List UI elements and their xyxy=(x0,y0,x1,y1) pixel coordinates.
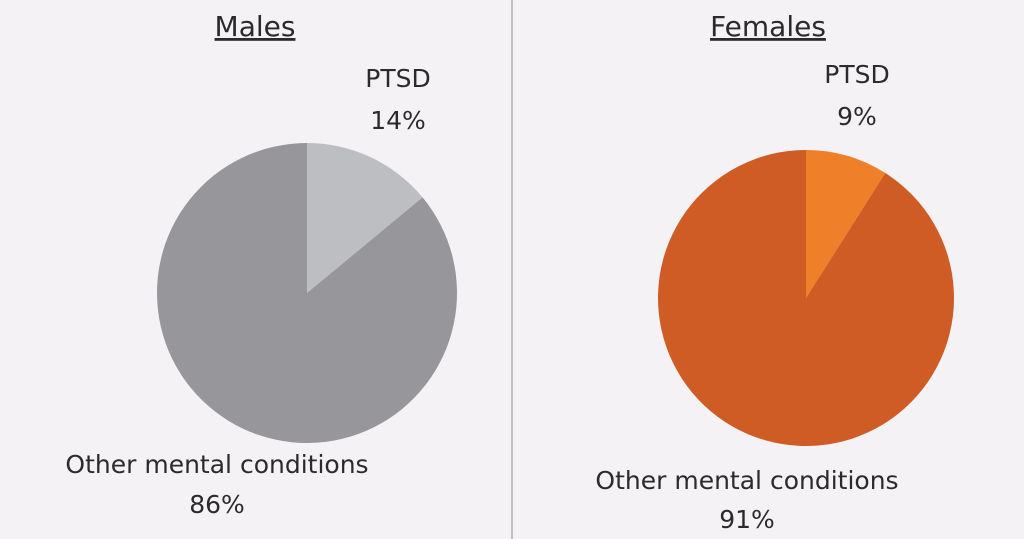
slice-value-label: 9% xyxy=(837,102,877,131)
pie-slice xyxy=(307,143,423,293)
slice-value-label: 14% xyxy=(370,106,426,135)
slice-label: Other mental conditions xyxy=(595,466,898,495)
pie-slice xyxy=(806,150,886,298)
slice-label: Other mental conditions xyxy=(65,450,368,479)
slice-label: PTSD xyxy=(365,64,430,93)
slice-value-label: 91% xyxy=(719,505,775,534)
pie-slice xyxy=(157,143,458,443)
slice-label: PTSD xyxy=(824,60,889,89)
chart-title: Females xyxy=(710,10,826,43)
chart-title: Males xyxy=(215,10,296,43)
slice-value-label: 86% xyxy=(189,490,245,519)
pie-slice xyxy=(658,150,954,447)
